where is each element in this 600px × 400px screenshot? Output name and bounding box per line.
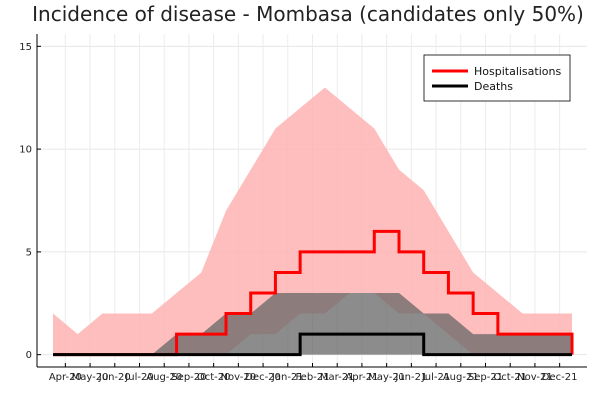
line-hospitalisations xyxy=(53,229,574,357)
x-tick-label-0: Apr-20 xyxy=(49,372,82,383)
x-tick-label-13: May-21 xyxy=(368,372,405,383)
x-tick-label-11: Mar-21 xyxy=(320,372,355,383)
y-tick-label-2: 10 xyxy=(19,145,32,156)
x-tick-label-5: Sep-20 xyxy=(171,372,206,383)
x-tick-label-18: Oct-21 xyxy=(493,372,527,383)
x-tick-label-10: Feb-21 xyxy=(295,372,329,383)
x-tick-label-4: Aug-20 xyxy=(146,372,182,383)
y-tick-label-0: 0 xyxy=(26,350,32,361)
band-hospitalisations xyxy=(53,87,572,355)
x-tick-label-15: Jul-21 xyxy=(421,372,450,383)
x-tick-label-14: Jun-21 xyxy=(394,372,427,383)
y-tick-label-3: 15 xyxy=(19,42,32,53)
x-tick-label-9: Jan-21 xyxy=(271,372,304,383)
chart-title: Incidence of disease - Mombasa (candidat… xyxy=(32,2,584,26)
legend-label-hospitalisations: Hospitalisations xyxy=(474,65,561,78)
x-tick-label-16: Aug-21 xyxy=(443,372,479,383)
uncertainty-bands xyxy=(53,87,572,355)
x-tick-label-7: Nov-20 xyxy=(221,372,257,383)
x-tick-label-8: Dec-20 xyxy=(245,372,281,383)
x-tick-label-12: Apr-21 xyxy=(345,372,378,383)
x-tick-label-19: Nov-21 xyxy=(517,372,553,383)
x-tick-label-17: Sep-21 xyxy=(468,372,503,383)
legend-box xyxy=(423,54,571,102)
line-deaths xyxy=(53,332,572,357)
legend-label-deaths: Deaths xyxy=(474,80,513,93)
x-tick-label-6: Oct-20 xyxy=(197,372,231,383)
band-deaths xyxy=(53,293,572,355)
x-tick-label-20: Dec-21 xyxy=(542,372,578,383)
series-lines xyxy=(52,229,574,357)
legend: Hospitalisations Deaths xyxy=(423,54,571,102)
x-tick-label-2: Jun-20 xyxy=(98,372,131,383)
x-tick-label-3: Jul-20 xyxy=(124,372,153,383)
x-tick-labels: Apr-20May-20Jun-20Jul-20Aug-20Sep-20Oct-… xyxy=(49,363,578,383)
y-tick-label-1: 5 xyxy=(26,247,32,258)
x-tick-label-1: May-20 xyxy=(72,372,109,383)
y-tick-labels: 0 5 10 15 xyxy=(19,42,41,361)
